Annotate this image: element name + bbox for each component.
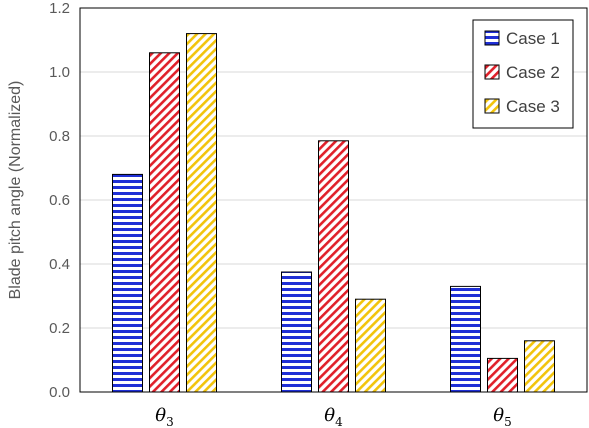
bars [112,33,555,393]
legend-swatch [484,64,500,80]
bar-case-3 [524,340,555,393]
legend: Case 1 Case 2 Case 3 [472,19,574,129]
bar-case-1 [450,285,481,393]
y-tick-label: 0.2 [49,320,70,337]
bar-case-1 [112,173,143,393]
x-tick-labels: θ3 θ4 θ5 [155,405,511,428]
x-tick-label: θ5 [493,405,511,428]
x-tick-label: θ4 [324,405,343,428]
y-tick-label: 0.8 [49,128,70,145]
legend-swatch [484,30,500,46]
bar-case-2 [149,52,180,393]
y-axis-title: Blade pitch angle (Normalized) [7,81,24,300]
y-tick-label: 0.6 [49,192,70,209]
y-tick-label: 0.0 [49,384,70,401]
y-tick-label: 1.0 [49,64,70,81]
bar-case-2 [487,357,518,393]
plot-frame [79,7,588,393]
bar-case-3 [186,33,217,393]
bar-case-2 [318,140,349,393]
x-tick-label: θ3 [155,405,173,428]
legend-label: Case 1 [506,29,560,48]
bar-case-3 [355,298,386,393]
legend-label: Case 3 [506,97,560,116]
y-tick-labels: 0.0 0.2 0.4 0.6 0.8 1.0 1.2 [49,0,70,401]
y-tick-label: 0.4 [49,256,70,273]
bar-case-1 [281,271,312,393]
y-tick-label: 1.2 [49,0,70,17]
legend-swatch [484,98,500,114]
legend-label: Case 2 [506,63,560,82]
axes [79,7,588,393]
